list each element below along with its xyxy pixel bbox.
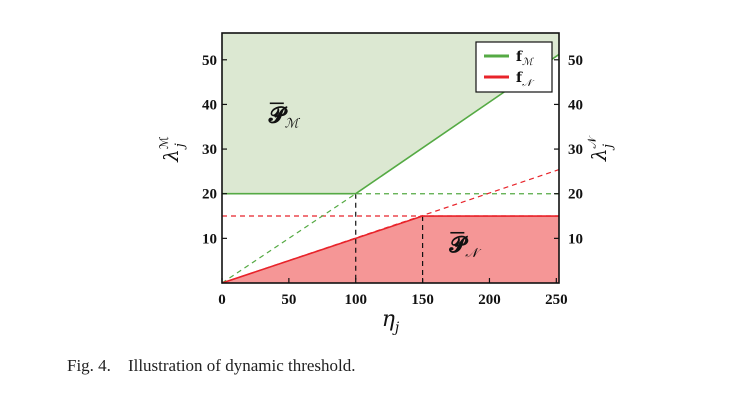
- legend-label-0: fℳ: [516, 49, 534, 68]
- y-left-tick-label-3: 40: [202, 97, 217, 113]
- y-right-tick-label-2: 30: [568, 142, 583, 158]
- legend: fℳ f𝒩: [475, 41, 553, 93]
- tick-marks: [221, 59, 559, 283]
- plot-frame: [221, 32, 560, 284]
- figure-caption: Fig. 4. Illustration of dynamic threshol…: [67, 356, 356, 376]
- y-right-tick-label-0: 10: [568, 231, 583, 247]
- y-right-tick-label-4: 50: [568, 53, 583, 69]
- x-tick-label-5: 250: [545, 292, 568, 308]
- region-fills: [222, 33, 559, 283]
- region-fill-0: [222, 33, 559, 194]
- region-fill-1: [222, 216, 559, 283]
- series-line-1: [221, 215, 559, 284]
- y-left-tick-label-2: 30: [202, 142, 217, 158]
- x-tick-label-0: 0: [218, 292, 226, 308]
- y-left-tick-label-1: 20: [202, 187, 217, 203]
- y-left-axis-label-text: λℳ j: [157, 136, 188, 163]
- x-axis-label: ηj: [382, 307, 400, 336]
- y-right-tick-label-3: 40: [568, 97, 583, 113]
- caption-label: Fig. 4.: [67, 356, 111, 375]
- x-tick-label-2: 100: [344, 292, 367, 308]
- legend-label-1: f𝒩: [516, 70, 535, 89]
- y-right-axis-label: λ𝒩 j: [585, 134, 616, 162]
- y-right-tick-label-1: 20: [568, 187, 583, 203]
- caption-text: Illustration of dynamic threshold.: [127, 356, 356, 375]
- y-left-axis-label: λℳ j: [157, 136, 188, 163]
- tick-labels: 0 50 100 150 200 250 10 10 20 20 30 30 40 40 50 50: [202, 53, 583, 308]
- series-lines: [221, 53, 560, 284]
- axis-labels: ηj λℳ j λ𝒩 j: [157, 134, 616, 336]
- region-label-0: 𝓟ℳ: [268, 102, 301, 131]
- x-tick-label-3: 150: [411, 292, 434, 308]
- series-line-0: [222, 53, 560, 195]
- x-tick-label-1: 50: [281, 292, 296, 308]
- y-left-tick-label-0: 10: [202, 231, 217, 247]
- y-left-tick-label-4: 50: [202, 53, 217, 69]
- legend-box: [475, 41, 553, 93]
- y-right-axis-label-text: λ𝒩 j: [585, 134, 616, 162]
- x-tick-label-4: 200: [478, 292, 501, 308]
